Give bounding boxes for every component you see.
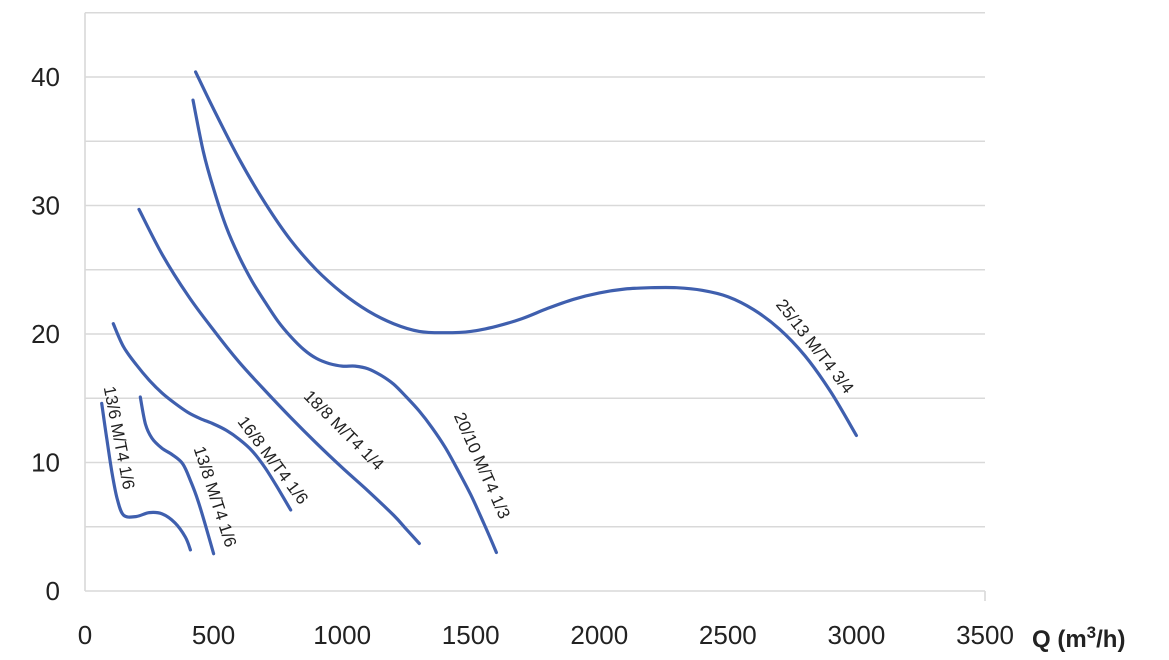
series-label: 18/8 M/T4 1/4 — [300, 386, 388, 474]
series-line — [137, 207, 421, 546]
x-tick-label: 1500 — [442, 620, 500, 650]
axes — [84, 12, 986, 601]
y-tick-label: 30 — [31, 191, 60, 221]
x-tick-label: 1000 — [313, 620, 371, 650]
x-tick-label: 500 — [192, 620, 235, 650]
y-tick-label: 40 — [31, 62, 60, 92]
x-tick-label: 3500 — [956, 620, 1014, 650]
series-label: 25/13 M/T4 3/4 — [772, 295, 857, 397]
series-line — [138, 395, 216, 556]
y-tick-label: 0 — [46, 576, 60, 606]
x-tick-labels: 0 500 1000 1500 2000 2500 3000 3500 — [78, 620, 1014, 650]
x-tick-label: 2000 — [570, 620, 628, 650]
series-line — [111, 322, 293, 512]
x-tick-label: 0 — [78, 620, 92, 650]
series-line — [100, 401, 192, 552]
y-tick-label: 10 — [31, 448, 60, 478]
x-tick-label: 2500 — [699, 620, 757, 650]
x-tick-label: 3000 — [828, 620, 886, 650]
x-axis-title: Q (m3/h) — [1032, 623, 1125, 653]
y-tick-labels: 0 10 20 30 40 — [31, 62, 60, 606]
y-tick-label: 20 — [31, 319, 60, 349]
gridlines — [85, 12, 985, 528]
series-label: 20/10 M/T4 1/3 — [450, 409, 514, 521]
series-line — [191, 98, 498, 555]
series-lines — [100, 70, 858, 556]
series-line — [194, 70, 858, 438]
